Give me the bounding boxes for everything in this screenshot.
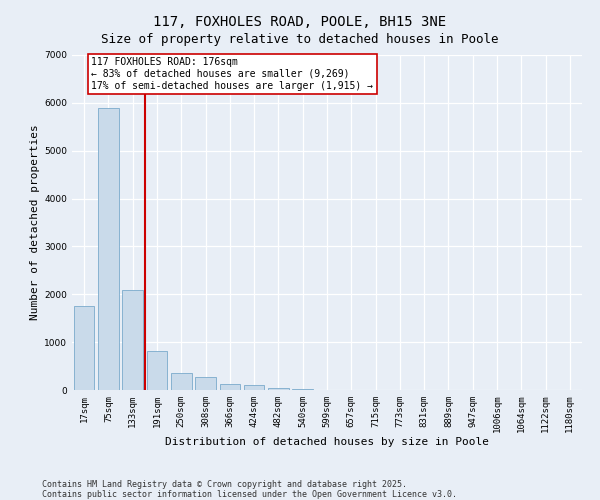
Bar (292, 388, 313, 390)
Bar (122, 290, 143, 390)
Text: 117 FOXHOLES ROAD: 176sqm
← 83% of detached houses are smaller (9,269)
17% of se: 117 FOXHOLES ROAD: 176sqm ← 83% of detac… (91, 58, 373, 90)
Text: 117, FOXHOLES ROAD, POOLE, BH15 3NE: 117, FOXHOLES ROAD, POOLE, BH15 3NE (154, 15, 446, 29)
Bar (98, 108, 119, 390)
Bar (268, 388, 289, 390)
X-axis label: Distribution of detached houses by size in Poole: Distribution of detached houses by size … (165, 436, 489, 446)
Bar (195, 377, 216, 390)
Bar (220, 384, 240, 390)
Text: Size of property relative to detached houses in Poole: Size of property relative to detached ho… (101, 32, 499, 46)
Bar (244, 385, 265, 390)
Y-axis label: Number of detached properties: Number of detached properties (30, 124, 40, 320)
Bar (146, 351, 167, 390)
Bar (171, 373, 191, 390)
Bar (74, 306, 94, 390)
Text: Contains HM Land Registry data © Crown copyright and database right 2025.
Contai: Contains HM Land Registry data © Crown c… (42, 480, 457, 499)
